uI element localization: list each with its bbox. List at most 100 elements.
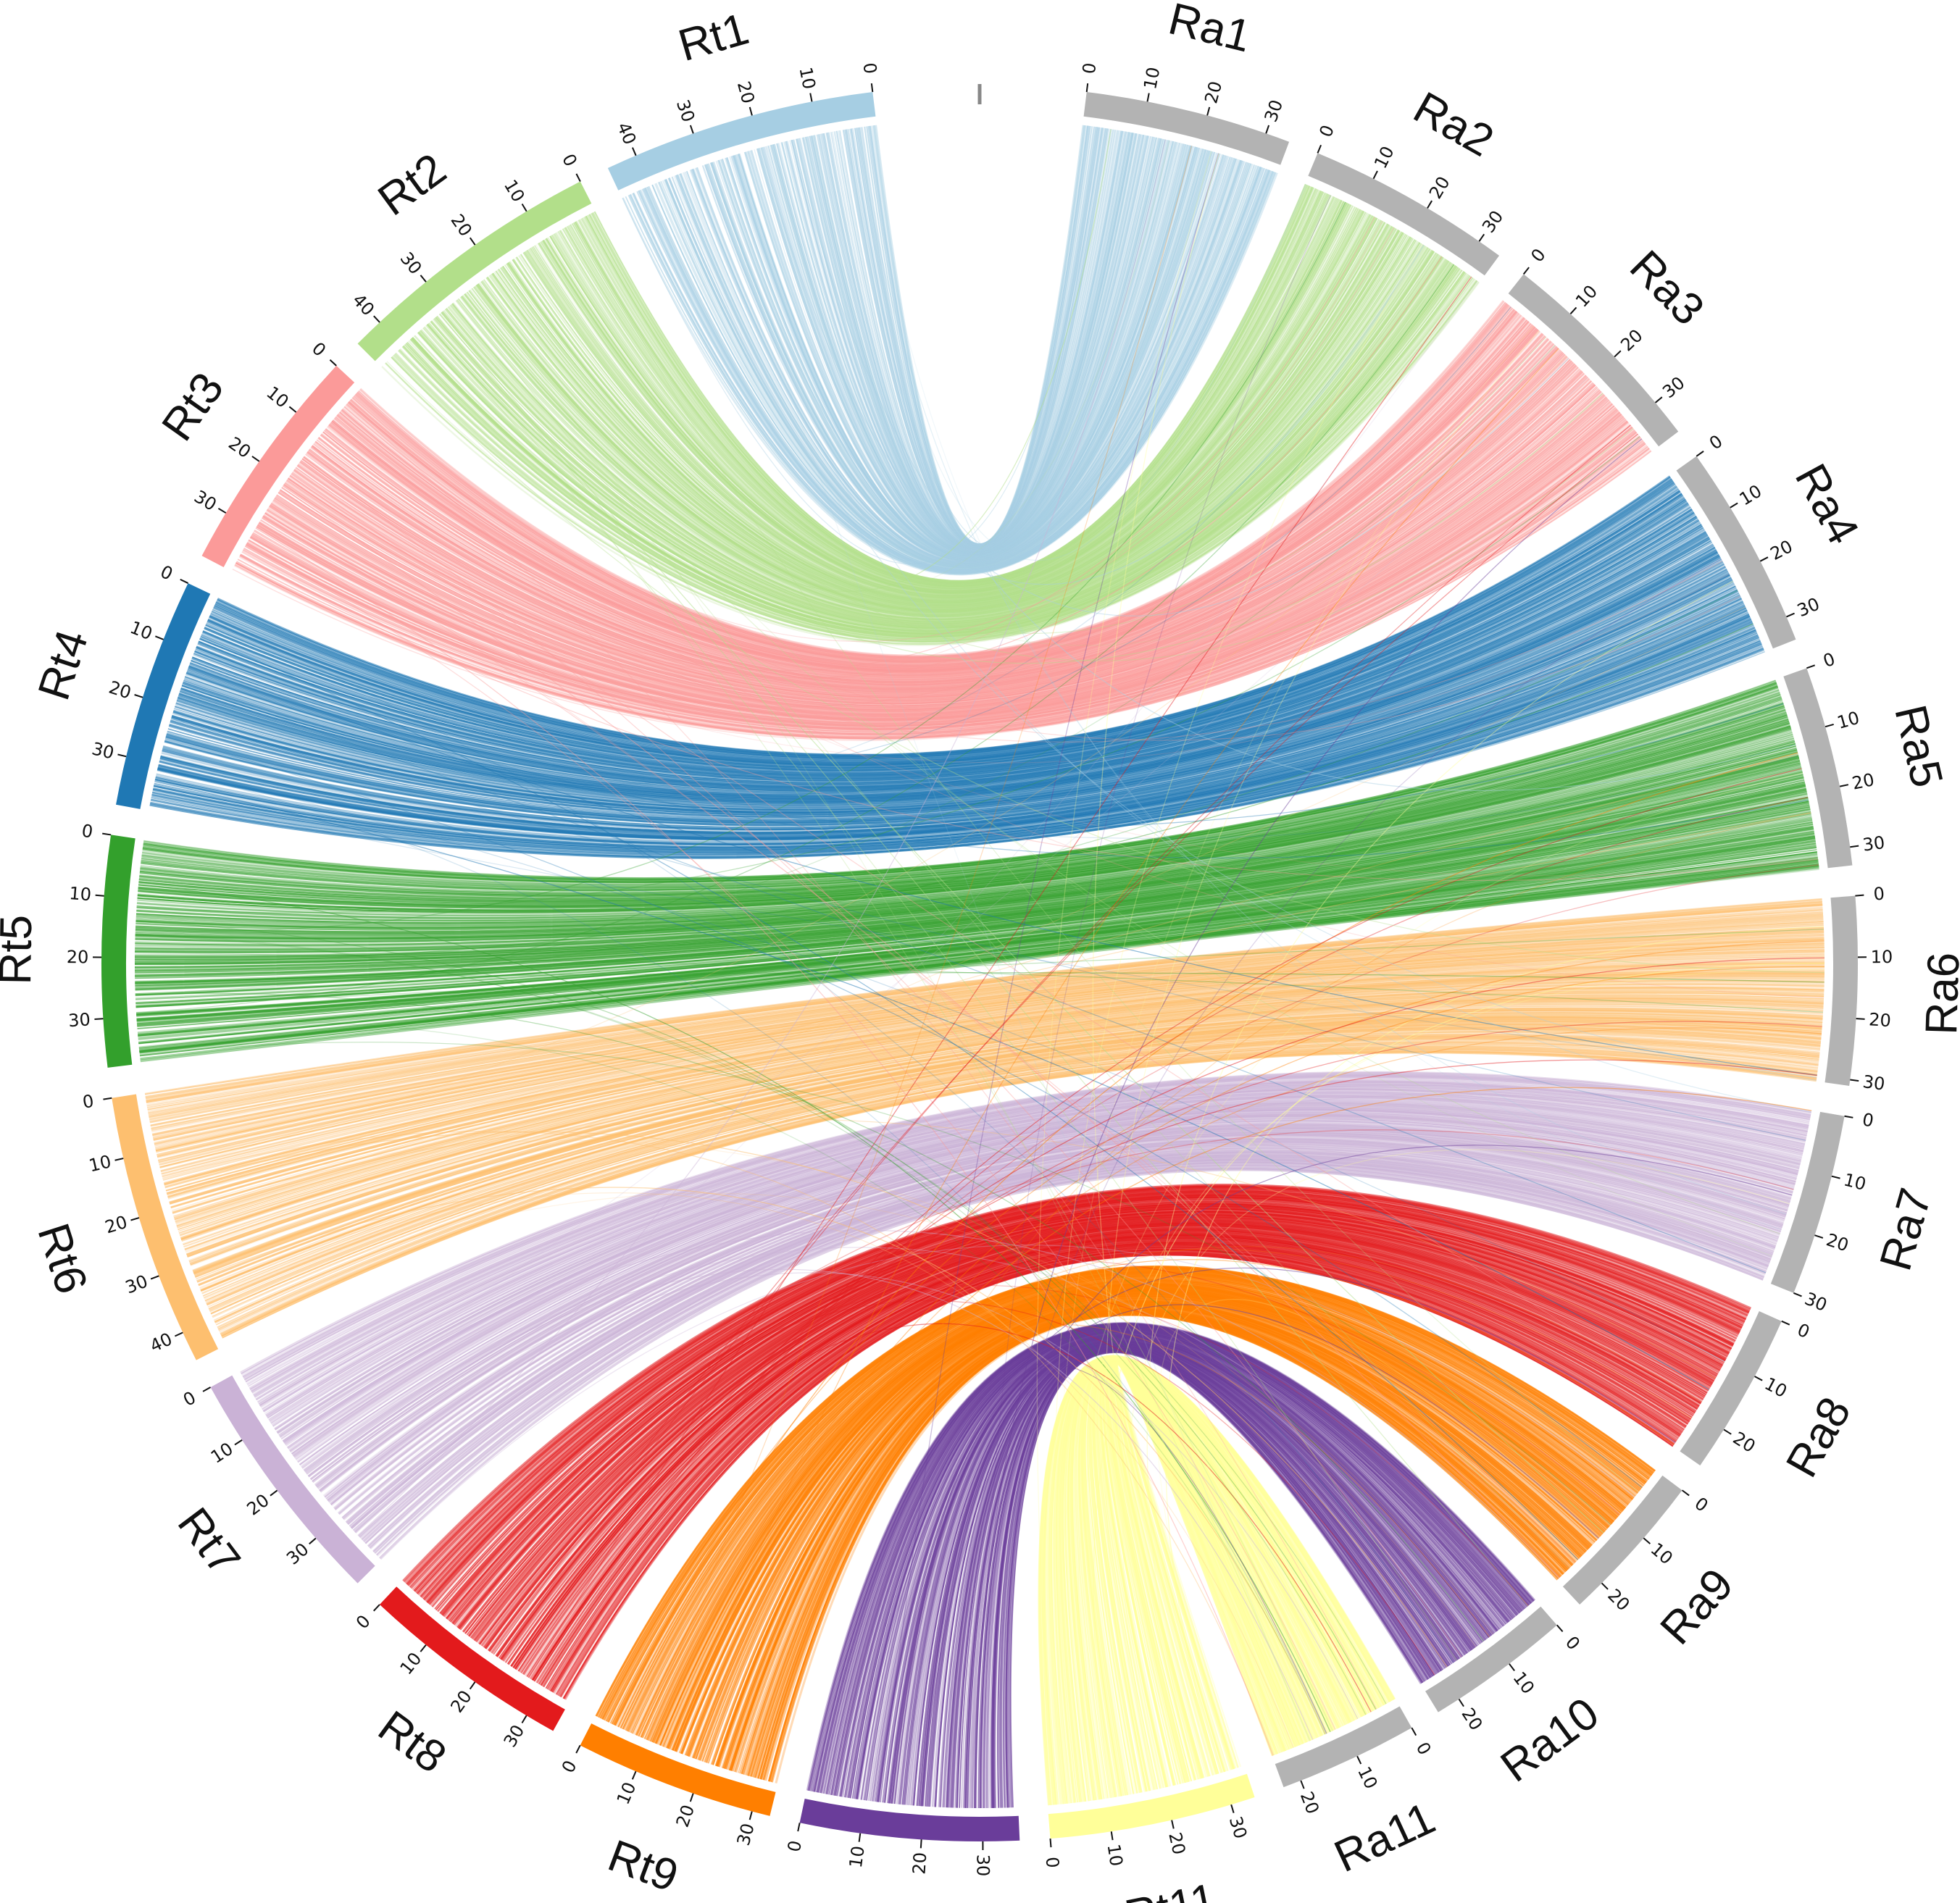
synteny-link [352, 1156, 1772, 1531]
synteny-link [693, 1295, 1602, 1760]
synteny-link [861, 1331, 1507, 1800]
chromosome-ra-4-arc [1676, 456, 1796, 649]
synteny-link [166, 970, 1825, 1195]
background-link [922, 1145, 1793, 1807]
tick-label: 10 [87, 1151, 113, 1176]
synteny-link [248, 1079, 1810, 1387]
tick-mark [1855, 894, 1864, 897]
background-link [531, 864, 1819, 1681]
synteny-link [134, 785, 1806, 965]
synteny-link [411, 267, 1459, 635]
synteny-link [174, 987, 1825, 1221]
tick-mark [114, 1158, 124, 1161]
synteny-link [249, 426, 1633, 727]
synteny-link [154, 631, 1757, 847]
synteny-link [170, 580, 1733, 816]
synteny-link [189, 1010, 1823, 1265]
tick-label: 0 [1527, 245, 1549, 266]
synteny-link [485, 226, 1395, 610]
background-link [1104, 330, 1540, 1793]
synteny-link [545, 1247, 1682, 1689]
background-link [421, 329, 1604, 664]
synteny-link [179, 995, 1824, 1237]
background-link [1103, 1363, 1296, 1783]
tick-label: 0 [1042, 1856, 1063, 1868]
synteny-link [151, 643, 1762, 854]
background-link [346, 403, 1825, 998]
synteny-link [343, 314, 1522, 665]
synteny-link [204, 500, 1688, 771]
synteny-link [628, 1276, 1638, 1733]
synteny-link [204, 1029, 1821, 1300]
synteny-link [428, 1197, 1740, 1605]
synteny-link [303, 356, 1568, 688]
background-link [498, 1323, 1372, 1712]
background-link [500, 1059, 1817, 1660]
synteny-link [1006, 1350, 1424, 1808]
synteny-link [659, 163, 1253, 569]
background-link [247, 540, 1336, 1730]
synteny-link [312, 1129, 1788, 1484]
background-link [137, 1021, 1326, 1735]
synteny-link [692, 154, 1225, 564]
tick-mark [1522, 267, 1530, 275]
synteny-link [255, 419, 1627, 723]
background-link [493, 433, 1638, 1655]
background-link [239, 555, 1819, 882]
background-link [343, 280, 1478, 1520]
synteny-link [241, 1072, 1811, 1374]
synteny-link [201, 503, 1690, 772]
background-link [865, 126, 1782, 1231]
synteny-link [152, 637, 1759, 850]
synteny-link [177, 559, 1722, 804]
synteny-link [293, 1116, 1795, 1458]
chromosome-rt-10-label: Rt10 [853, 1895, 951, 1903]
synteny-link [189, 1012, 1823, 1266]
chromosome-rt-7-label: Rt7 [168, 1499, 250, 1585]
tick-mark [797, 1823, 801, 1832]
synteny-link [342, 1149, 1777, 1519]
synteny-link [451, 244, 1425, 621]
synteny-link [1008, 1350, 1422, 1808]
synteny-link [554, 197, 1338, 591]
tick-label: 10 [1354, 1763, 1381, 1792]
synteny-link [188, 532, 1708, 790]
synteny-link [191, 527, 1704, 786]
background-link [534, 768, 1802, 1682]
synteny-link [300, 1121, 1793, 1468]
synteny-link [622, 172, 1278, 576]
synteny-link [293, 1115, 1796, 1457]
synteny-link [451, 242, 1422, 620]
synteny-link [137, 725, 1791, 912]
tick-mark [1569, 306, 1577, 314]
link-bundle-rt8-ra8 [402, 1183, 1752, 1700]
synteny-link [170, 977, 1825, 1205]
chromosome-ra-2-arc [1308, 153, 1500, 276]
synteny-link [334, 1143, 1781, 1510]
synteny-link [274, 390, 1602, 708]
synteny-link [212, 1042, 1819, 1317]
background-link [135, 992, 1485, 1642]
synteny-link [135, 814, 1811, 995]
synteny-link [898, 1337, 1487, 1804]
tick-mark [521, 1715, 527, 1723]
synteny-link [470, 233, 1406, 614]
tick-mark [270, 1489, 278, 1497]
synteny-link [142, 687, 1779, 884]
tick-label: 0 [1690, 1493, 1711, 1516]
synteny-link [312, 347, 1559, 683]
tick-label: 10 [1835, 708, 1861, 733]
synteny-link [173, 984, 1825, 1218]
synteny-link [876, 1334, 1498, 1802]
synteny-link [235, 450, 1652, 740]
tick-mark [103, 1097, 112, 1100]
synteny-link [149, 914, 1824, 1118]
synteny-link [436, 252, 1437, 625]
synteny-link [393, 277, 1475, 643]
tick-label: 0 [1561, 1632, 1584, 1654]
background-link [213, 564, 1725, 776]
tick-label: 20 [733, 79, 759, 106]
synteny-link [856, 1331, 1509, 1800]
tick-mark [1839, 784, 1849, 787]
synteny-link [359, 300, 1505, 657]
